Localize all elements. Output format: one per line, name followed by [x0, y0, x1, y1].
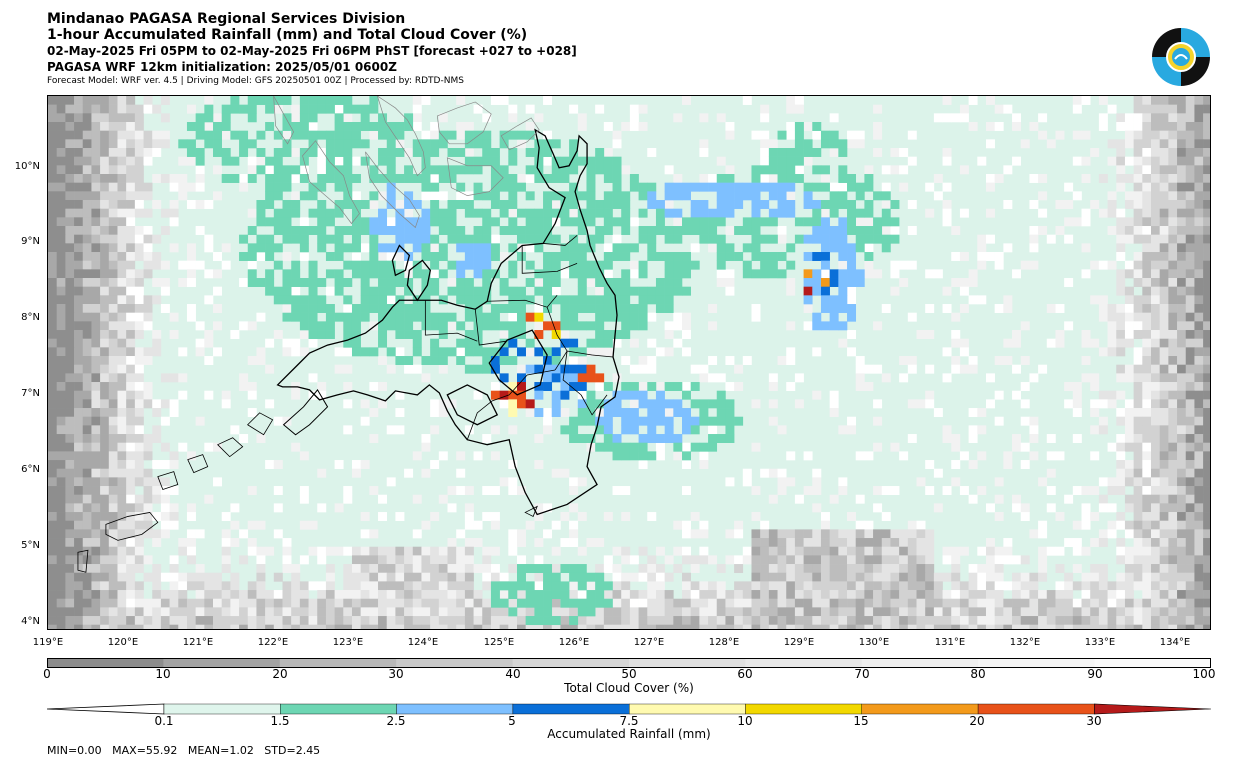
coastline-layer [77, 128, 620, 573]
visayas-coastline [273, 96, 540, 229]
lon-tick-label: 122°E [257, 637, 289, 648]
cloud-colorbar-label: Total Cloud Cover (%) [564, 681, 694, 695]
cloud-colorbar-cell [1094, 658, 1211, 668]
valid-time: 02-May-2025 Fri 05PM to 02-May-2025 Fri … [47, 44, 577, 58]
lon-tick-label: 120°E [107, 637, 139, 648]
cloud-tick-label: 40 [505, 667, 521, 681]
lat-tick-label: 8°N [21, 312, 40, 323]
lat-tick-label: 10°N [14, 161, 40, 172]
cloud-tick-label: 90 [1087, 667, 1103, 681]
lon-tick-label: 123°E [332, 637, 364, 648]
lon-tick-label: 131°E [934, 637, 966, 648]
rain-colorbar-cell [745, 703, 863, 715]
rain-tick-label: 30 [1086, 714, 1102, 728]
cloud-tick-label: 10 [155, 667, 171, 681]
lon-tick-label: 125°E [483, 637, 515, 648]
rain-tick-label: 20 [969, 714, 985, 728]
cloud-colorbar-cell [978, 658, 1096, 668]
rain-tick-label: 1.5 [270, 714, 290, 728]
cloud-tick-label: 20 [272, 667, 288, 681]
rainfall-stats: MIN=0.00 MAX=55.92 MEAN=1.02 STD=2.45 [47, 744, 321, 757]
init-time: PAGASA WRF 12km initialization: 2025/05/… [47, 60, 397, 74]
cloud-tick-label: 70 [854, 667, 870, 681]
model-info: Forecast Model: WRF ver. 4.5 | Driving M… [47, 76, 464, 86]
lat-tick-label: 5°N [21, 540, 40, 551]
lon-tick-label: 129°E [783, 637, 815, 648]
rain-colorbar-cell [512, 703, 630, 715]
rain-tick-label: 10 [737, 714, 753, 728]
rain-colorbar-under [46, 703, 165, 715]
map-subtitle: 1-hour Accumulated Rainfall (mm) and Tot… [47, 27, 528, 43]
rain-colorbar-cell [163, 703, 281, 715]
cloud-tick-label: 0 [43, 667, 51, 681]
cloud-tick-label: 50 [621, 667, 637, 681]
cloud-colorbar-cell [629, 658, 746, 668]
rain-tick-label: 2.5 [386, 714, 406, 728]
pagasa-logo-icon [1152, 28, 1210, 86]
cloud-colorbar-cell [512, 658, 630, 668]
lon-tick-label: 130°E [858, 637, 890, 648]
rain-tick-label: 15 [853, 714, 869, 728]
lon-tick-label: 132°E [1009, 637, 1041, 648]
rainfall-colorbar [46, 703, 1212, 715]
cloud-colorbar-cell [163, 658, 281, 668]
lon-tick-label: 133°E [1084, 637, 1116, 648]
lon-tick-label: 134°E [1159, 637, 1191, 648]
rain-colorbar-cell [396, 703, 514, 715]
rainfall-cloud-map [47, 95, 1211, 630]
cloud-tick-label: 80 [970, 667, 986, 681]
lon-tick-label: 119°E [32, 637, 64, 648]
cloud-tick-label: 30 [388, 667, 404, 681]
lon-tick-label: 121°E [182, 637, 214, 648]
province-boundaries [424, 235, 614, 440]
map-title: Mindanao PAGASA Regional Services Divisi… [47, 11, 406, 27]
rainfall-layer [178, 96, 900, 626]
cloud-colorbar-cell [861, 658, 979, 668]
cloud-cover-layer [48, 96, 1210, 629]
rainfall-colorbar-label: Accumulated Rainfall (mm) [547, 727, 711, 741]
cloud-colorbar-cell [745, 658, 863, 668]
lon-tick-label: 127°E [633, 637, 665, 648]
lon-tick-label: 124°E [407, 637, 439, 648]
rain-colorbar-cell [861, 703, 979, 715]
rain-colorbar-cell [977, 703, 1095, 715]
rain-colorbar-cell [280, 703, 397, 715]
rain-tick-label: 5 [508, 714, 516, 728]
cloud-cover-colorbar [47, 658, 1211, 668]
cloud-tick-label: 60 [737, 667, 753, 681]
lat-tick-label: 6°N [21, 464, 40, 475]
cloud-colorbar-cell [279, 658, 397, 668]
lon-tick-label: 126°E [558, 637, 590, 648]
rain-colorbar-cell [629, 703, 746, 715]
lat-tick-label: 7°N [21, 388, 40, 399]
cloud-colorbar-cell [396, 658, 514, 668]
cloud-tick-label: 100 [1192, 667, 1216, 681]
cloud-colorbar-cell [47, 658, 164, 668]
rain-tick-label: 0.1 [154, 714, 174, 728]
rain-colorbar-over [1094, 703, 1212, 715]
lon-tick-label: 128°E [708, 637, 740, 648]
rain-tick-label: 7.5 [619, 714, 639, 728]
lat-tick-label: 4°N [21, 616, 40, 627]
lat-tick-label: 9°N [21, 236, 40, 247]
